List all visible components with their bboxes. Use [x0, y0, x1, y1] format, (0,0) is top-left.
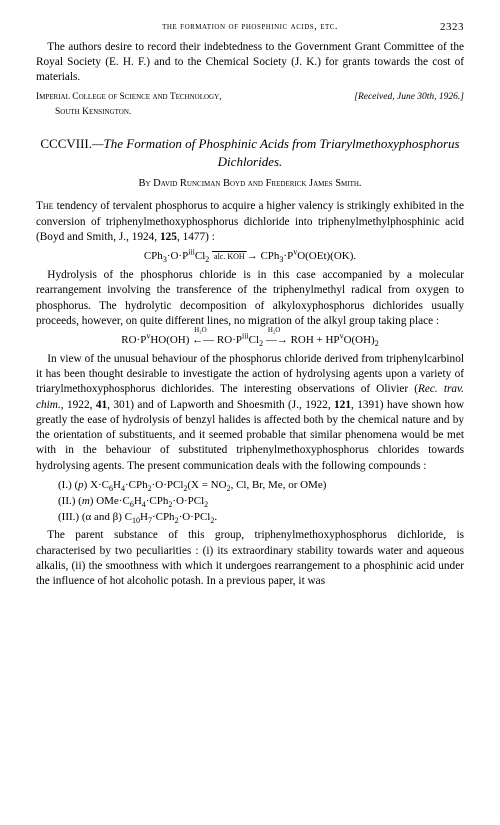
equation-2: RO·PvHO(OH) H₂O←— RO·PiiiCl2 H₂O—→ ROH +… [36, 333, 464, 348]
compound-list: (I.) (p) X·C6H4·CPh2·O·PCl2(X = NO2, Cl,… [58, 478, 464, 525]
equation-1: CPh3·O·PiiiCl2 alc. KOH → CPh3·PvO(OEt)(… [36, 249, 464, 264]
compound-3: (III.) (α and β) C10H7·CPh2·O·PCl2. [58, 510, 464, 525]
paragraph-4: The parent substance of this group, trip… [36, 528, 464, 589]
article-title: CCCVIII.—The Formation of Phosphinic Aci… [36, 135, 464, 171]
paragraph-2: Hydrolysis of the phosphorus chloride is… [36, 268, 464, 329]
affiliation-line1: Imperial College of Science and Technolo… [36, 91, 222, 104]
affiliation-block: Imperial College of Science and Technolo… [36, 91, 464, 104]
affiliation-line2: South Kensington. [36, 106, 464, 119]
page-number: 2323 [440, 20, 464, 35]
compound-1: (I.) (p) X·C6H4·CPh2·O·PCl2(X = NO2, Cl,… [58, 478, 464, 493]
running-head: the formation of phosphinic acids, etc. … [36, 20, 464, 34]
paragraph-3: In view of the unusual behaviour of the … [36, 352, 464, 474]
paragraph-1: The tendency of tervalent phosphorus to … [36, 199, 464, 245]
acknowledgement: The authors desire to record their indeb… [36, 40, 464, 86]
compound-2: (II.) (m) OMe·C6H4·CPh2·O·PCl2 [58, 494, 464, 509]
running-head-text: the formation of phosphinic acids, etc. [162, 21, 338, 32]
received-date: [Received, June 30th, 1926.] [354, 91, 464, 104]
article-number: CCCVIII. [40, 136, 92, 151]
byline: By David Runciman Boyd and Frederick Jam… [36, 177, 464, 191]
article-title-text: —The Formation of Phosphinic Acids from … [92, 136, 460, 169]
